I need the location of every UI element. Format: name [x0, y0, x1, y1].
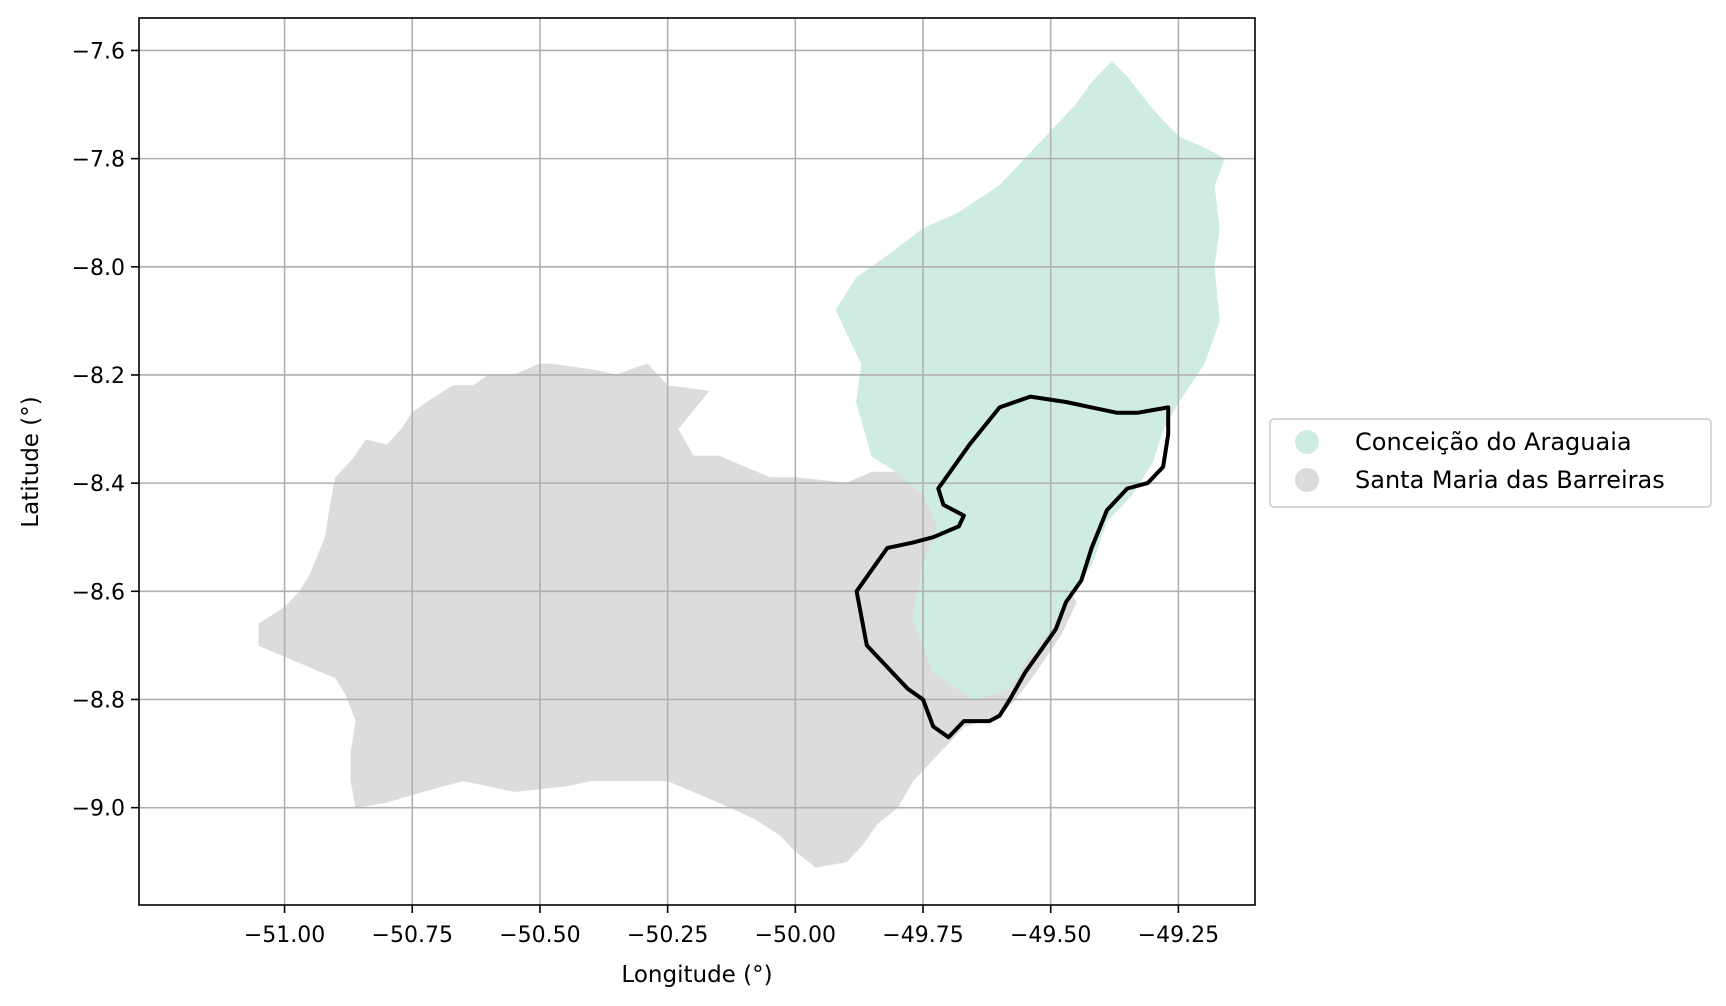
x-axis-ticks: −51.00 −50.75 −50.50 −50.25 −50.00 −49.75 −49.…	[244, 905, 1219, 948]
y-tick-label: −7.6	[72, 39, 125, 64]
boundary-outline	[854, 394, 1171, 740]
y-tick-label: −8.4	[72, 472, 125, 497]
x-tick-label: −50.25	[627, 923, 708, 948]
x-tick-label: −49.25	[1138, 923, 1219, 948]
legend-label-conceicao: Conceição do Araguaia	[1355, 428, 1632, 456]
x-tick-label: −51.00	[244, 923, 325, 948]
x-tick-label: −50.50	[499, 923, 580, 948]
y-axis-ticks: −7.6 −7.8 −8.0 −8.2 −8.4 −8.6 −8.8 −9.0	[72, 39, 139, 822]
x-tick-label: −49.50	[1010, 923, 1091, 948]
y-tick-label: −8.0	[72, 256, 125, 281]
x-axis-label: Longitude (°)	[621, 962, 772, 988]
y-tick-label: −8.2	[72, 364, 125, 389]
grid-lines	[139, 18, 1255, 905]
y-tick-label: −8.8	[72, 688, 125, 713]
boundary-outline-path	[854, 394, 1171, 740]
legend: Conceição do Araguaia Santa Maria das Ba…	[1269, 418, 1712, 508]
y-tick-label: −9.0	[72, 797, 125, 822]
x-tick-label: −50.75	[372, 923, 453, 948]
plot-frame	[138, 17, 1256, 906]
legend-marker-santa-maria	[1295, 468, 1319, 492]
x-tick-label: −49.75	[882, 923, 963, 948]
legend-label-santa-maria: Santa Maria das Barreiras	[1355, 466, 1665, 494]
x-tick-label: −50.00	[755, 923, 836, 948]
legend-marker-conceicao	[1295, 430, 1319, 454]
y-tick-label: −8.6	[72, 580, 125, 605]
y-tick-label: −7.8	[72, 148, 125, 173]
y-axis-label: Latitude (°)	[18, 396, 44, 527]
legend-frame	[1269, 418, 1712, 508]
